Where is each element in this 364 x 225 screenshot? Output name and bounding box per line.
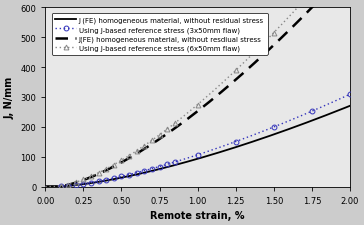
Y-axis label: J, N/mm: J, N/mm	[5, 76, 15, 119]
Legend: J (FE) homogeneous material, without residual stress, Using J-based reference st: J (FE) homogeneous material, without res…	[52, 14, 268, 56]
X-axis label: Remote strain, %: Remote strain, %	[150, 210, 245, 220]
